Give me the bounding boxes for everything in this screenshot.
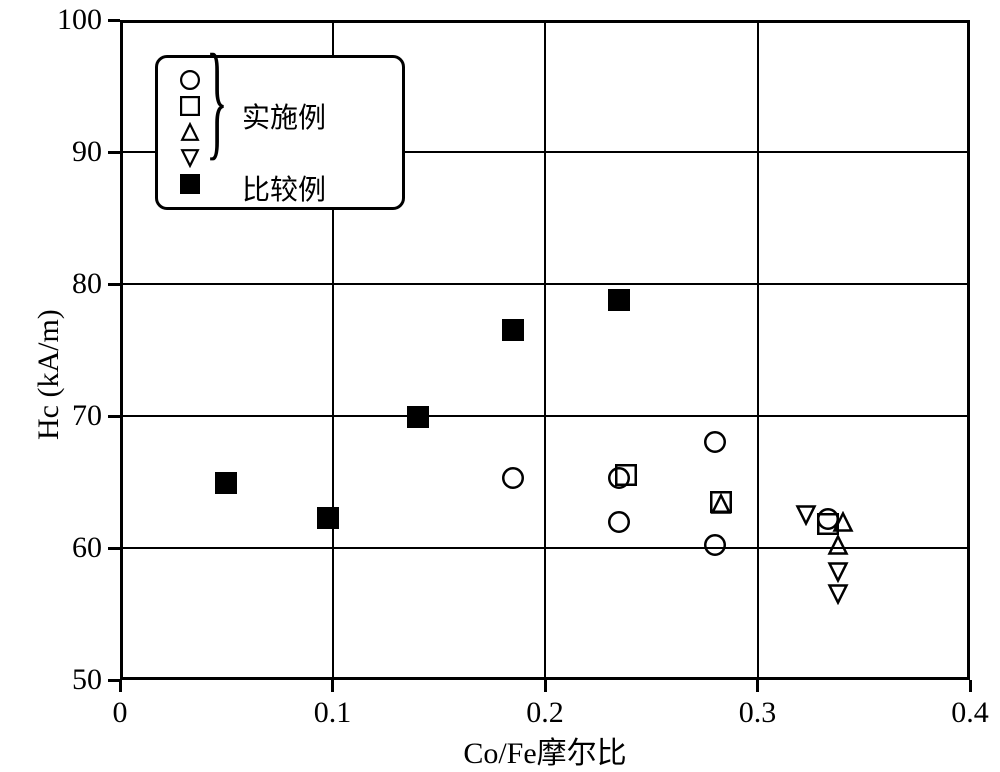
y-tick-label: 100 bbox=[38, 3, 102, 37]
x-tick bbox=[969, 680, 972, 692]
x-tick bbox=[544, 680, 547, 692]
data-point bbox=[704, 534, 726, 556]
gridline-horizontal bbox=[120, 283, 970, 285]
gridline-horizontal bbox=[120, 415, 970, 417]
y-tick bbox=[108, 415, 120, 418]
legend-marker bbox=[180, 174, 200, 194]
legend-marker bbox=[180, 148, 200, 168]
x-tick-label: 0.2 bbox=[505, 696, 585, 730]
y-tick bbox=[108, 547, 120, 550]
y-tick bbox=[108, 283, 120, 286]
data-point bbox=[502, 467, 524, 489]
gridline-vertical bbox=[757, 20, 759, 680]
data-point bbox=[827, 534, 849, 556]
y-tick bbox=[108, 679, 120, 682]
x-axis-label: Co/Fe摩尔比 bbox=[425, 728, 665, 772]
x-tick-label: 0 bbox=[80, 696, 160, 730]
data-point bbox=[215, 472, 237, 494]
legend-marker bbox=[180, 96, 200, 116]
gridline-vertical bbox=[544, 20, 546, 680]
legend-label-experiment: 实施例 bbox=[242, 96, 326, 136]
legend-label-comparison: 比较例 bbox=[242, 168, 326, 208]
data-point bbox=[615, 464, 637, 486]
scatter-chart: 00.10.20.30.45060708090100Co/Fe摩尔比Hc (kA… bbox=[0, 0, 1000, 762]
x-tick bbox=[119, 680, 122, 692]
data-point bbox=[832, 511, 854, 533]
data-point bbox=[407, 406, 429, 428]
data-point bbox=[608, 289, 630, 311]
data-point bbox=[502, 319, 524, 341]
data-point bbox=[704, 431, 726, 453]
legend: }实施例比较例 bbox=[155, 55, 405, 210]
data-point bbox=[608, 511, 630, 533]
data-point bbox=[710, 493, 732, 515]
legend-brace: } bbox=[206, 50, 228, 150]
y-tick-label: 80 bbox=[38, 267, 102, 301]
y-axis-label: Hc (kA/m) bbox=[32, 309, 66, 440]
x-tick-label: 0.4 bbox=[930, 696, 1000, 730]
data-point bbox=[317, 507, 339, 529]
legend-marker bbox=[180, 122, 200, 142]
y-tick-label: 90 bbox=[38, 135, 102, 169]
data-point bbox=[827, 583, 849, 605]
y-tick bbox=[108, 19, 120, 22]
y-tick-label: 50 bbox=[38, 663, 102, 697]
x-tick-label: 0.1 bbox=[293, 696, 373, 730]
y-tick bbox=[108, 151, 120, 154]
x-tick-label: 0.3 bbox=[718, 696, 798, 730]
legend-marker bbox=[180, 70, 200, 90]
x-tick bbox=[331, 680, 334, 692]
data-point bbox=[827, 561, 849, 583]
data-point bbox=[795, 504, 817, 526]
y-tick-label: 60 bbox=[38, 531, 102, 565]
x-tick bbox=[756, 680, 759, 692]
